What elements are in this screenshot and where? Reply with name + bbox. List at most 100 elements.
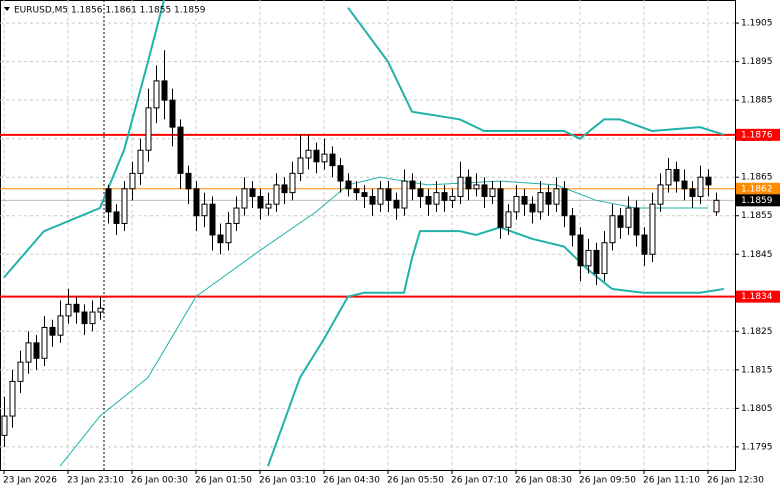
price-tag-label: 1.1859 (741, 196, 773, 206)
candle-body (193, 188, 200, 217)
candle-body (329, 153, 336, 167)
candle-body (25, 342, 32, 363)
candle-body (385, 188, 392, 201)
y-tick-label: 1.1895 (741, 57, 773, 67)
candle-body (345, 180, 352, 190)
candle-body (473, 184, 480, 190)
candle-body (257, 195, 264, 209)
candle-body (505, 211, 512, 228)
y-tick-label: 1.1865 (741, 173, 773, 183)
candle-body (209, 203, 216, 236)
candle-body (161, 80, 168, 101)
candle-body (129, 172, 136, 190)
x-tick-label: 23 Jan 23:10 (67, 476, 124, 486)
candle-body (593, 249, 600, 275)
price-tag (736, 194, 780, 207)
candle-body (665, 169, 672, 186)
price-tag-label: 1.1834 (741, 292, 773, 302)
x-tick-label: 26 Jan 01:50 (195, 476, 252, 486)
candle-body (617, 215, 624, 228)
price-tag (736, 182, 780, 195)
indicator-line (347, 7, 725, 140)
candle-body (305, 149, 312, 159)
candle-body (417, 188, 424, 197)
candle-body (9, 380, 16, 417)
candle-body (297, 157, 304, 174)
candle-body (497, 188, 504, 228)
x-tick-label: 26 Jan 00:30 (131, 476, 188, 486)
y-tick-label: 1.1825 (741, 327, 773, 337)
candle-body (353, 188, 360, 194)
candle-body (713, 199, 720, 213)
y-tick-label: 1.1905 (741, 19, 773, 29)
axes: 1.1795 1.1805 1.1815 1.1825 1.1845 1.1855 1.18… (3, 19, 780, 486)
candle-body (289, 172, 296, 194)
x-tick-label: 26 Jan 12:30 (707, 476, 764, 486)
candle-body (697, 176, 704, 197)
candle-body (281, 184, 288, 194)
candle-body (17, 361, 24, 382)
candle-body (377, 188, 384, 205)
x-tick-label: 26 Jan 09:50 (579, 476, 636, 486)
candle-body (41, 326, 48, 359)
price-tag (736, 128, 780, 141)
candle-body (449, 195, 456, 201)
price-tag-label: 1.1876 (741, 130, 773, 140)
candle-body (609, 215, 616, 244)
y-tick-label: 1.1885 (741, 96, 773, 106)
candle-body (33, 342, 40, 359)
candle-body (89, 311, 96, 325)
candle-body (409, 180, 416, 190)
candle-body (689, 188, 696, 197)
candle-body (49, 326, 56, 336)
candle-body (201, 203, 208, 217)
x-tick-label: 26 Jan 03:10 (259, 476, 316, 486)
candle-body (241, 188, 248, 209)
candle-body (585, 249, 592, 267)
x-tick-label: 26 Jan 05:50 (387, 476, 444, 486)
candle-body (561, 188, 568, 217)
candle-body (233, 207, 240, 224)
candle-body (177, 126, 184, 174)
candle-body (649, 203, 656, 255)
candle-body (537, 192, 544, 213)
candle-body (313, 149, 320, 163)
candle-body (153, 80, 160, 109)
candle-body (265, 203, 272, 209)
x-tick-label: 26 Jan 08:30 (515, 476, 572, 486)
candle-body (1, 415, 8, 436)
price-tag (736, 290, 780, 303)
candle-body (489, 188, 496, 197)
candle-body (65, 303, 72, 317)
candle-body (681, 180, 688, 190)
candle-body (577, 234, 584, 267)
candle-body (185, 172, 192, 190)
candle-body (441, 192, 448, 201)
candle-body (361, 192, 368, 197)
indicator-line (59, 176, 708, 467)
candle-body (393, 199, 400, 209)
symbol-marker (4, 7, 10, 11)
candle-body (169, 99, 176, 128)
candle-body (273, 184, 280, 205)
indicator-line (3, 0, 165, 279)
candle-body (249, 188, 256, 197)
x-tick-label: 26 Jan 04:30 (323, 476, 380, 486)
candle-body (657, 184, 664, 205)
candle-body (625, 207, 632, 228)
chart-title: EURUSD,M5 1.1856 1.1861 1.1855 1.1859 (14, 6, 206, 16)
candle-body (401, 180, 408, 209)
candle-body (633, 207, 640, 236)
candle-body (641, 234, 648, 255)
candle-body (113, 211, 120, 224)
candle-body (369, 195, 376, 205)
y-tick-label: 1.1845 (741, 250, 773, 260)
candle-body (529, 203, 536, 213)
price-tag-label: 1.1862 (741, 184, 773, 194)
y-tick-label: 1.1795 (741, 442, 773, 452)
candle-body (73, 303, 80, 313)
y-tick-label: 1.1815 (741, 365, 773, 375)
candle-body (425, 195, 432, 205)
y-tick-label: 1.1855 (741, 211, 773, 221)
